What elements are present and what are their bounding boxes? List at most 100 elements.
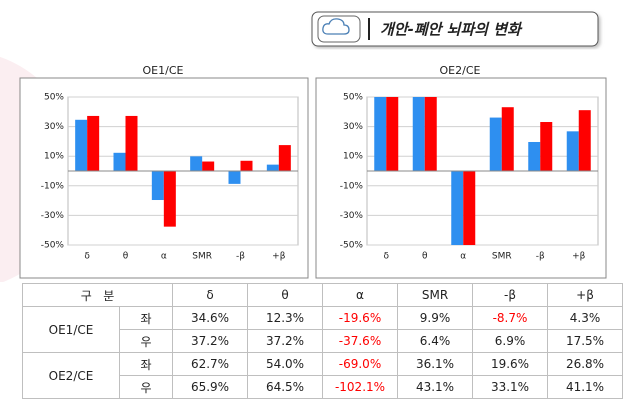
table-row: OE1/CE 좌 34.6% 12.3% -19.6% 9.9% -8.7% 4.3% bbox=[22, 306, 623, 353]
table-cell: -37.6% bbox=[322, 329, 398, 353]
table-cell: 34.6% bbox=[172, 306, 248, 330]
table-cell: 64.5% bbox=[247, 375, 323, 399]
x-tick-label: θ bbox=[422, 252, 428, 262]
y-tick-label: 30% bbox=[44, 122, 64, 132]
bar bbox=[528, 141, 541, 171]
table-cell: 우 bbox=[119, 375, 173, 399]
bar bbox=[125, 115, 138, 171]
table-cell: 우 bbox=[119, 329, 173, 353]
data-table: 구 분 δ θ α SMR -β +β OE1/CE 좌 34.6% 12.3% -19.6% 9.9%… bbox=[22, 283, 623, 399]
table-cell: 19.6% bbox=[472, 352, 548, 376]
bar bbox=[501, 107, 514, 171]
bar bbox=[87, 115, 100, 171]
bar bbox=[412, 97, 425, 171]
table-cell: 65.9% bbox=[172, 375, 248, 399]
bar bbox=[578, 110, 591, 171]
table-cell: 26.8% bbox=[547, 352, 623, 376]
x-tick-label: δ bbox=[84, 252, 90, 262]
y-tick-label: -10% bbox=[340, 181, 364, 191]
y-tick-label: 10% bbox=[343, 152, 363, 162]
table-cell: 41.1% bbox=[547, 375, 623, 399]
bar bbox=[190, 156, 203, 171]
bar bbox=[451, 171, 464, 245]
x-tick-label: -β bbox=[236, 252, 245, 262]
x-tick-label: α bbox=[161, 252, 167, 262]
table-cell: +β bbox=[547, 283, 623, 307]
bar bbox=[278, 145, 291, 171]
y-tick-label: 50% bbox=[44, 93, 64, 103]
x-tick-label: α bbox=[460, 252, 466, 262]
table-cell: -69.0% bbox=[322, 352, 398, 376]
table-cell: 17.5% bbox=[547, 329, 623, 353]
table-cell: -8.7% bbox=[472, 306, 548, 330]
table-row: 구 분 δ θ α SMR -β +β bbox=[22, 283, 623, 307]
x-tick-label: θ bbox=[123, 252, 129, 262]
bars bbox=[75, 115, 291, 227]
bars bbox=[374, 97, 591, 245]
table-cell: OE2/CE bbox=[22, 352, 120, 399]
chart-title: OE1/CE bbox=[143, 64, 184, 77]
bar bbox=[566, 131, 579, 171]
table-cell: 37.2% bbox=[247, 329, 323, 353]
header-box bbox=[311, 11, 599, 47]
table-cell: 좌 bbox=[119, 352, 173, 376]
x-tick-label: +β bbox=[572, 252, 586, 262]
table-cell: 12.3% bbox=[247, 306, 323, 330]
x-tick-label: SMR bbox=[192, 252, 212, 262]
bar bbox=[374, 97, 387, 171]
x-tick-label: δ bbox=[383, 252, 389, 262]
y-tick-label: 10% bbox=[44, 152, 64, 162]
table-cell: -β bbox=[472, 283, 548, 307]
table-cell: θ bbox=[247, 283, 323, 307]
charts: 개안-폐안 뇌파의 변화 OE1/CE 50% 30% 10% -10% -30% -50%… bbox=[0, 11, 607, 282]
bar bbox=[113, 152, 126, 171]
table-cell: 좌 bbox=[119, 306, 173, 330]
table-cell: 36.1% bbox=[397, 352, 473, 376]
table-cell: 62.7% bbox=[172, 352, 248, 376]
header-title: 개안-폐안 뇌파의 변화 bbox=[380, 21, 523, 39]
table-cell: 구 분 bbox=[22, 283, 173, 307]
bar bbox=[424, 97, 437, 171]
y-tick-label: 50% bbox=[343, 93, 363, 103]
y-tick-label: 30% bbox=[343, 122, 363, 132]
chart-title: OE2/CE bbox=[440, 64, 481, 77]
y-tick-label: -30% bbox=[340, 211, 364, 221]
cloud-icon bbox=[322, 18, 350, 35]
table-row: 우 65.9% 64.5% -102.1% 43.1% 33.1% 41.1% bbox=[23, 375, 623, 399]
table-cell: 37.2% bbox=[172, 329, 248, 353]
bar bbox=[202, 161, 215, 171]
table-cell: δ bbox=[172, 283, 248, 307]
bar bbox=[240, 160, 253, 171]
table-cell: -102.1% bbox=[322, 375, 398, 399]
bar bbox=[386, 97, 399, 171]
table-row: 우 37.2% 37.2% -37.6% 6.4% 6.9% 17.5% bbox=[23, 329, 623, 353]
x-tick-label: +β bbox=[272, 252, 286, 262]
table-cell: 4.3% bbox=[547, 306, 623, 330]
bar bbox=[463, 171, 476, 245]
bar bbox=[489, 117, 502, 171]
bar bbox=[75, 119, 88, 171]
y-tick-label: -10% bbox=[41, 181, 65, 191]
bar bbox=[540, 122, 553, 171]
table-cell: 6.9% bbox=[472, 329, 548, 353]
x-tick-label: -β bbox=[536, 252, 545, 262]
table-cell: 9.9% bbox=[397, 306, 473, 330]
table-cell: 33.1% bbox=[472, 375, 548, 399]
icon-box bbox=[317, 15, 361, 43]
table-cell: 43.1% bbox=[397, 375, 473, 399]
table-cell: α bbox=[322, 283, 398, 307]
table-cell: SMR bbox=[397, 283, 473, 307]
x-tick-label: SMR bbox=[492, 252, 512, 262]
table-cell: -19.6% bbox=[322, 306, 398, 330]
bar bbox=[266, 164, 279, 171]
table-cell: 6.4% bbox=[397, 329, 473, 353]
bar bbox=[228, 171, 241, 184]
y-tick-label: -50% bbox=[340, 241, 364, 251]
table-cell: OE1/CE bbox=[22, 306, 120, 353]
table-cell: 54.0% bbox=[247, 352, 323, 376]
bar bbox=[163, 171, 176, 227]
bar bbox=[151, 171, 164, 201]
y-tick-label: -50% bbox=[41, 241, 65, 251]
y-tick-label: -30% bbox=[41, 211, 65, 221]
